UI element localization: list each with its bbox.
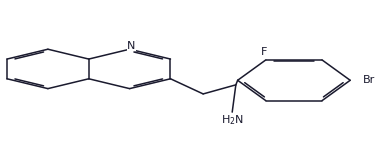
Text: F: F (261, 47, 267, 57)
Text: H$_2$N: H$_2$N (221, 113, 244, 127)
Text: Br: Br (363, 75, 375, 85)
Text: N: N (127, 41, 136, 51)
